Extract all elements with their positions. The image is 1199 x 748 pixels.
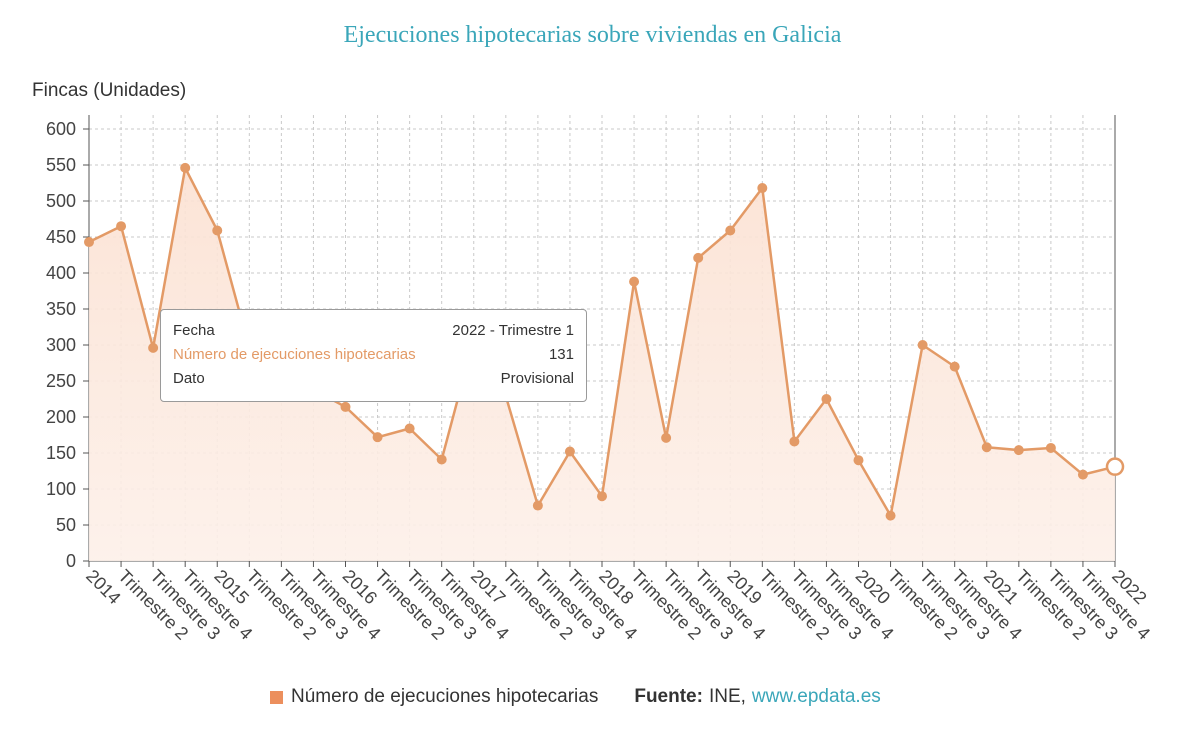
data-point[interactable]	[885, 510, 896, 521]
y-tick-label: 500	[46, 191, 76, 211]
tooltip-label: Número de ejecuciones hipotecarias	[173, 346, 416, 363]
tooltip-row-date: Fecha 2022 - Trimestre 1	[173, 321, 574, 345]
y-axis-label: Fincas (Unidades)	[32, 80, 186, 101]
source-label: Fuente:	[634, 686, 703, 707]
tooltip-value: Provisional	[500, 370, 574, 387]
data-point[interactable]	[1013, 445, 1024, 456]
data-point[interactable]	[148, 342, 159, 353]
y-tick-label: 50	[56, 515, 76, 535]
data-point[interactable]	[661, 432, 672, 443]
data-point[interactable]	[84, 237, 94, 248]
data-point[interactable]	[789, 436, 800, 447]
data-point[interactable]	[757, 183, 768, 194]
data-point[interactable]	[981, 442, 992, 453]
data-point[interactable]	[693, 252, 704, 263]
data-point[interactable]	[821, 394, 832, 404]
legend: Número de ejecuciones hipotecarias Fuent…	[270, 684, 881, 710]
x-tick-label: 2014	[82, 566, 124, 608]
data-point[interactable]	[212, 225, 223, 236]
tooltip-label: Fecha	[173, 322, 215, 339]
data-point[interactable]	[404, 423, 415, 434]
y-tick-label: 150	[46, 443, 76, 463]
legend-series-label[interactable]: Número de ejecuciones hipotecarias	[291, 686, 599, 707]
data-point[interactable]	[340, 401, 351, 412]
data-point-highlighted[interactable]	[1105, 457, 1125, 476]
data-point[interactable]	[917, 340, 928, 350]
data-point[interactable]	[564, 446, 575, 457]
data-point[interactable]	[597, 491, 607, 502]
y-tick-label: 200	[46, 407, 76, 427]
data-tooltip: Fecha 2022 - Trimestre 1 Número de ejecu…	[160, 309, 587, 402]
y-tick-label: 450	[46, 227, 76, 247]
tooltip-row-status: Dato Provisional	[173, 369, 574, 393]
data-point[interactable]	[1045, 442, 1056, 453]
y-tick-label: 0	[66, 551, 76, 571]
data-point[interactable]	[180, 162, 191, 173]
data-point[interactable]	[116, 221, 127, 232]
data-point[interactable]	[725, 225, 736, 236]
y-tick-label: 250	[46, 371, 76, 391]
data-point[interactable]	[372, 432, 383, 443]
tooltip-label: Dato	[173, 370, 205, 387]
y-tick-label: 100	[46, 479, 76, 499]
data-point[interactable]	[1077, 469, 1088, 480]
y-tick-label: 550	[46, 155, 76, 175]
data-point[interactable]	[949, 361, 960, 372]
source-org: INE,	[708, 686, 746, 707]
tooltip-value: 2022 - Trimestre 1	[452, 322, 574, 339]
data-point[interactable]	[629, 276, 640, 287]
chart-title: Ejecuciones hipotecarias sobre viviendas…	[343, 22, 842, 48]
data-point[interactable]	[532, 500, 543, 511]
data-point[interactable]	[853, 455, 864, 466]
legend-swatch[interactable]	[270, 690, 283, 704]
y-tick-label: 600	[46, 119, 76, 139]
y-tick-label: 400	[46, 263, 76, 283]
source-link[interactable]: www.epdata.es	[751, 686, 881, 707]
y-tick-label: 300	[46, 335, 76, 355]
tooltip-row-series: Número de ejecuciones hipotecarias 131	[173, 345, 574, 369]
data-point[interactable]	[436, 454, 447, 465]
tooltip-value: 131	[548, 346, 574, 363]
y-tick-label: 350	[46, 299, 76, 319]
